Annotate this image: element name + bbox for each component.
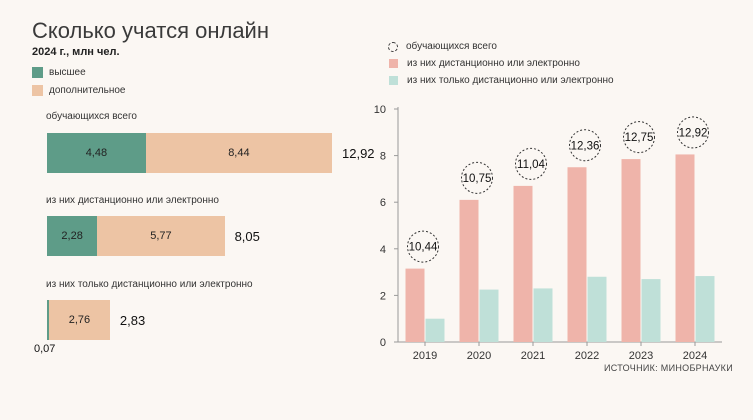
right-legend: обучающихся всего из них дистанционно ил… — [388, 38, 614, 89]
total-bubble-label: 11,04 — [517, 159, 546, 171]
total-bubble — [515, 147, 547, 180]
bar-remote-only — [479, 289, 499, 342]
bar-remote-only — [587, 276, 607, 342]
total-bubble-label: 12,75 — [625, 132, 654, 144]
legend-item-additional: дополнительное — [32, 81, 125, 99]
bar-remote — [621, 159, 641, 342]
x-tick-label: 2020 — [467, 350, 491, 362]
bar-segment-additional: 2,76 — [49, 300, 110, 340]
x-tick-label: 2022 — [575, 350, 599, 362]
total-bubble — [623, 121, 655, 154]
total-bubble-label: 10,75 — [463, 173, 492, 185]
source-note: ИСТОЧНИК: МИНОБРНАУКИ — [604, 363, 733, 373]
legend-swatch-remote — [389, 59, 398, 68]
hbar-remote-only: 2,76 — [47, 300, 110, 340]
legend-swatch-remote-only — [389, 76, 398, 85]
legend-label-remote-only: из них только дистанционно или электронн… — [407, 75, 614, 86]
legend-swatch-additional — [32, 84, 43, 96]
bar-remote — [405, 268, 425, 342]
total-bubble-label: 12,92 — [679, 127, 708, 139]
y-tick-label: 8 — [380, 151, 386, 163]
bar-remote-only — [425, 318, 445, 342]
chart-subtitle: 2024 г., млн чел. — [32, 46, 120, 58]
chart-title: Сколько учатся онлайн — [32, 18, 269, 43]
bar-remote — [675, 154, 695, 342]
bar-remote — [459, 199, 479, 342]
legend-label-remote: из них дистанционно или электронно — [407, 58, 580, 69]
y-tick-label: 10 — [374, 104, 386, 116]
group-label-total: обучающихся всего — [46, 111, 137, 122]
y-tick-label: 2 — [380, 290, 386, 302]
total-bubble — [569, 129, 601, 162]
hbar-total: 4,48 8,44 — [47, 133, 332, 173]
y-tick-label: 4 — [380, 244, 386, 256]
total-label: 2,83 — [119, 313, 146, 328]
x-tick-label: 2019 — [413, 350, 437, 362]
left-legend: высшее дополнительное — [32, 63, 125, 99]
bar-remote — [513, 185, 533, 342]
bar-segment-higher: 4,48 — [47, 133, 146, 173]
bar-segment-additional: 5,77 — [97, 216, 225, 256]
total-bubble — [677, 116, 709, 149]
legend-item-remote-only: из них только дистанционно или электронн… — [388, 72, 614, 89]
total-bubble — [407, 230, 439, 263]
bar-segment-higher — [47, 300, 49, 340]
total-label: 8,05 — [234, 229, 260, 244]
group-label-remote-only: из них только дистанционно или электронн… — [46, 279, 253, 290]
legend-item-remote: из них дистанционно или электронно — [388, 55, 614, 72]
total-bubble — [461, 161, 493, 194]
bar-segment-additional: 8,44 — [145, 133, 332, 173]
dashed-circle-icon — [388, 41, 398, 52]
total-label: 12,92 — [342, 146, 375, 161]
legend-item-higher: высшее — [32, 63, 125, 81]
legend-label-total: обучающихся всего — [406, 41, 497, 52]
legend-label-additional: дополнительное — [49, 84, 126, 96]
legend-label-higher: высшее — [49, 66, 86, 78]
y-tick-label: 0 — [380, 337, 386, 349]
total-bubble-label: 10,44 — [409, 242, 438, 254]
x-tick-label: 2024 — [683, 350, 707, 362]
x-tick-label: 2021 — [521, 350, 545, 362]
bar-remote-only — [533, 288, 553, 342]
bar-remote-only — [641, 279, 661, 342]
legend-item-total: обучающихся всего — [388, 38, 614, 55]
y-tick-label: 6 — [380, 197, 386, 209]
bar-remote — [567, 167, 587, 342]
total-bubble-label: 12,36 — [571, 140, 600, 152]
bar-remote-only — [695, 276, 715, 342]
higher-value-label-small: 0,07 — [34, 343, 56, 355]
x-tick-label: 2023 — [629, 350, 653, 362]
hbar-remote: 2,28 5,77 — [47, 216, 225, 256]
bar-segment-higher: 2,28 — [47, 216, 98, 256]
legend-swatch-higher — [32, 66, 43, 78]
group-label-remote: из них дистанционно или электронно — [46, 195, 219, 206]
